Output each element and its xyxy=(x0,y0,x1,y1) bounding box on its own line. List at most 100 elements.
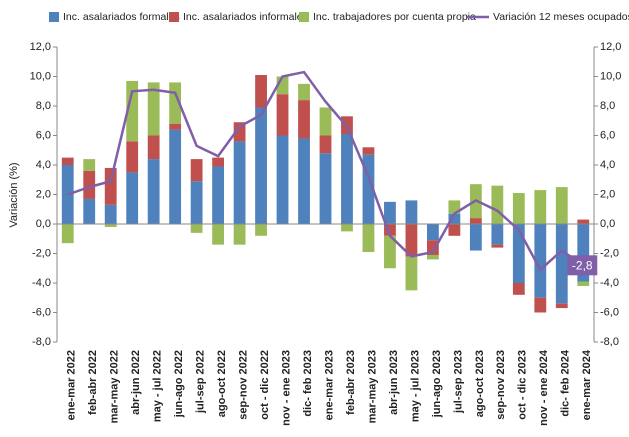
bar xyxy=(126,141,139,173)
bar xyxy=(233,141,246,224)
x-tick-label: abr-jun 2022 xyxy=(130,350,142,415)
x-tick-label: ene-mar 2023 xyxy=(323,350,335,420)
y-tick-label: 8,0 xyxy=(36,100,51,112)
bar xyxy=(512,224,525,283)
bar xyxy=(577,224,590,282)
bar xyxy=(255,224,267,236)
x-tick-label: abr-jun 2023 xyxy=(388,350,400,415)
legend-label: Inc. asalariados informales xyxy=(183,11,308,23)
bar xyxy=(469,218,482,224)
x-tick-label: feb-abr 2023 xyxy=(345,350,357,415)
x-tick-label: oct - dic 2023 xyxy=(517,350,529,420)
bar xyxy=(276,135,289,224)
bar xyxy=(405,224,418,257)
y2-tick-label: 0,0 xyxy=(600,218,615,230)
bar xyxy=(534,190,547,224)
y2-tick-label: 12,0 xyxy=(600,41,621,53)
bar xyxy=(319,153,332,224)
bar xyxy=(169,129,182,224)
bar xyxy=(448,200,461,214)
bar xyxy=(233,224,246,245)
bar xyxy=(147,135,160,160)
bar xyxy=(255,75,267,108)
bar xyxy=(104,167,117,205)
y2-tick-label: 2,0 xyxy=(600,188,615,200)
y-tick-label: -6,0 xyxy=(32,306,51,318)
bar xyxy=(212,224,225,245)
y2-tick-label: 6,0 xyxy=(600,129,615,141)
bar xyxy=(255,107,267,224)
bar xyxy=(491,185,504,224)
x-tick-label: jun-ago 2022 xyxy=(173,350,185,418)
y-tick-label: 4,0 xyxy=(36,159,51,171)
bar xyxy=(512,193,525,224)
y2-tick-label: 8,0 xyxy=(600,100,615,112)
y2-tick-label: 10,0 xyxy=(600,70,621,82)
bar xyxy=(319,107,332,136)
y-tick-label: 0,0 xyxy=(36,218,51,230)
bar xyxy=(362,147,375,155)
bar xyxy=(298,100,310,139)
x-tick-label: oct - dic 2022 xyxy=(259,350,271,420)
data-label-box xyxy=(567,255,598,276)
bar xyxy=(169,123,182,130)
bar xyxy=(319,135,332,154)
bar xyxy=(190,181,203,224)
bar xyxy=(405,256,418,291)
x-tick-label: dic- feb 2023 xyxy=(302,350,314,417)
y2-tick-label: -2,0 xyxy=(600,247,619,259)
legend-swatch xyxy=(49,12,59,22)
bar xyxy=(298,138,310,224)
y-tick-label: 10,0 xyxy=(30,70,51,82)
bar xyxy=(448,213,461,224)
bar xyxy=(534,224,547,298)
bar xyxy=(491,244,504,248)
bar xyxy=(233,122,246,142)
x-tick-label: ene-mar 2022 xyxy=(66,350,78,420)
legend-swatch xyxy=(169,12,179,22)
line xyxy=(67,70,584,272)
bar xyxy=(384,235,396,269)
x-tick-label: sep-nov 2022 xyxy=(237,350,249,420)
bar xyxy=(341,224,353,232)
y-tick-label: -2,0 xyxy=(32,247,51,259)
bar xyxy=(426,254,439,260)
y2-tick-label: -6,0 xyxy=(600,306,619,318)
bar xyxy=(298,83,310,101)
bar xyxy=(362,154,375,224)
legend-swatch xyxy=(299,12,309,22)
bar xyxy=(104,204,117,224)
bar xyxy=(83,170,96,199)
bar xyxy=(147,82,160,136)
x-tick-label: ago-oct 2023 xyxy=(474,350,486,417)
x-tick-label: nov - ene 2024 xyxy=(538,349,550,426)
bar xyxy=(534,297,547,313)
bar xyxy=(341,134,353,224)
bar xyxy=(491,224,504,245)
x-tick-label: mar-may 2022 xyxy=(109,350,121,423)
bar xyxy=(126,172,139,224)
bar xyxy=(190,159,203,182)
bar xyxy=(61,157,74,165)
x-tick-label: jul-sep 2022 xyxy=(195,350,207,414)
bar xyxy=(169,82,182,124)
bar xyxy=(126,80,139,142)
bar xyxy=(147,159,160,224)
bar xyxy=(555,303,568,309)
bar xyxy=(83,159,96,171)
x-tick-label: feb-abr 2022 xyxy=(87,350,99,415)
bar xyxy=(577,281,590,286)
bar xyxy=(555,224,568,304)
x-tick-label: ago-oct 2022 xyxy=(216,350,228,417)
bar xyxy=(190,224,203,233)
y-tick-label: -8,0 xyxy=(32,336,51,348)
bar xyxy=(577,219,590,224)
bar xyxy=(384,201,396,224)
bar xyxy=(448,224,461,236)
bar xyxy=(212,166,225,224)
bar xyxy=(405,200,418,224)
legend-label: Inc. asalariados formales xyxy=(63,11,180,23)
bar xyxy=(61,224,74,244)
bar xyxy=(426,224,439,241)
